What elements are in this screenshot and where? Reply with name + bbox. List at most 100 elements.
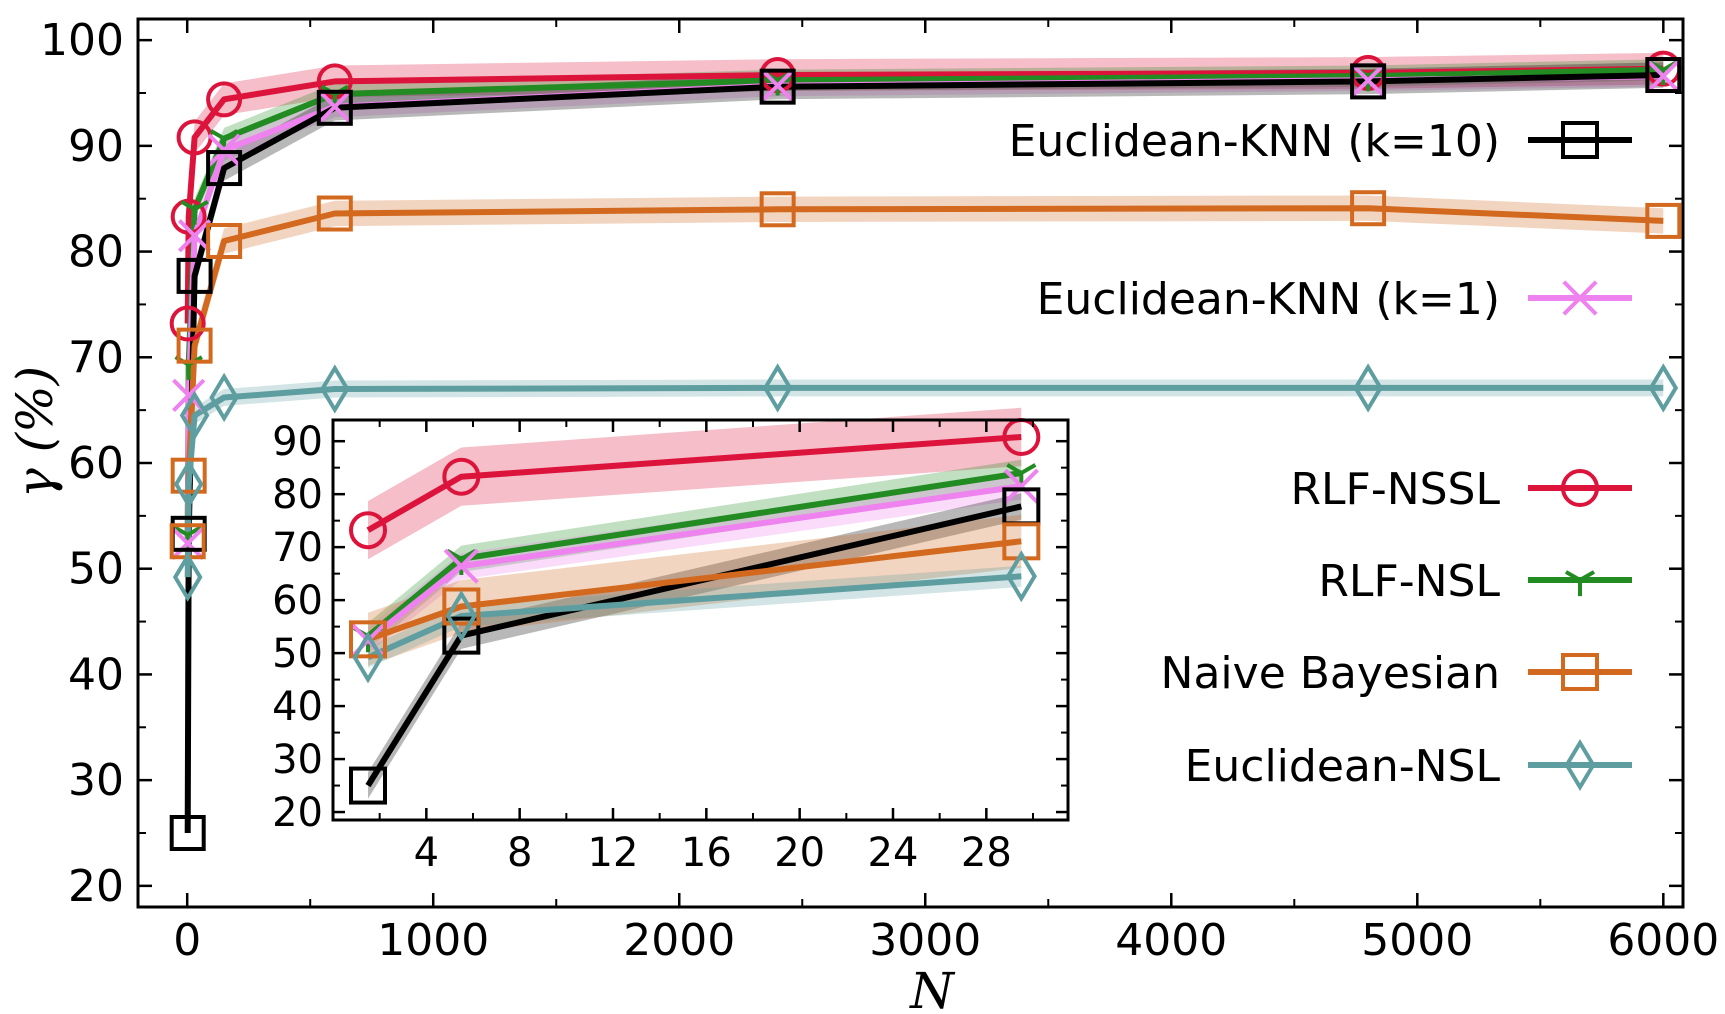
inset-line-euclidean-nsl <box>366 573 1022 661</box>
main-point-naive-bayesian <box>206 223 243 259</box>
main-y-tick-label: 70 <box>68 332 124 383</box>
main-point-rlf-nssl <box>206 81 243 118</box>
main-y-tick-label: 100 <box>40 15 124 66</box>
main-point-euclidean-knn-k-1 <box>171 526 205 560</box>
inset-x-tick-label: 20 <box>774 830 825 876</box>
inset-point-rlf-nssl <box>349 511 387 550</box>
main-point-rlf-nssl <box>170 198 207 235</box>
inset-point-euclidean-knn-k-10 <box>349 766 387 805</box>
main-point-euclidean-knn-k-10 <box>1350 63 1387 100</box>
main-x-tick-label: 6000 <box>1607 915 1719 966</box>
main-legend: Euclidean-KNN (k=10) Euclidean-KNN (k=1) R… <box>1009 116 1632 792</box>
main-point-euclidean-nsl <box>1353 363 1383 413</box>
main-y-tick-label: 30 <box>68 755 124 806</box>
main-point-naive-bayesian <box>316 195 353 232</box>
inset-point-euclidean-nsl <box>352 631 384 684</box>
main-point-euclidean-knn-k-10 <box>176 257 213 294</box>
main-point-euclidean-knn-k-10 <box>316 89 353 126</box>
main-point-euclidean-knn-k-10 <box>759 68 796 105</box>
legend-label-naive-bayesian: Naive Bayesian <box>1161 648 1500 699</box>
inset-line-naive-bayesian <box>367 538 1022 643</box>
main-y-tick-label: 90 <box>68 121 124 172</box>
x-axis-title: N <box>909 962 956 1014</box>
inset-y-tick-label: 80 <box>272 472 323 518</box>
main-line-rlf-nssl <box>184 65 1664 324</box>
main-point-euclidean-nsl <box>762 363 793 413</box>
inset-y-tick-label: 50 <box>272 631 323 677</box>
main-point-rlf-nssl <box>169 305 206 342</box>
main-point-euclidean-knn-k-1 <box>1646 59 1680 93</box>
legend-marker-naive-bayesian <box>1561 653 1599 691</box>
legend-marker-rlf-nssl <box>1561 469 1599 507</box>
inset-x-tick-label: 24 <box>868 830 919 876</box>
main-point-euclidean-nsl <box>173 459 204 509</box>
legend-marker-rlf-nsl <box>1564 570 1596 597</box>
main-axes: 0 1000 2000 3000 4000 5000 6000 20 30 40 50 60 70 80 9… <box>40 15 1719 966</box>
main-y-tick-label: 20 <box>68 861 124 912</box>
main-x-tick-label: 1000 <box>377 915 489 966</box>
inset-y-tick-label: 70 <box>272 525 323 571</box>
main-y-tick-label: 50 <box>68 544 124 595</box>
legend-label-rlf-nssl: RLF-NSSL <box>1290 464 1500 515</box>
inset-band-euclidean-nsl <box>368 565 1022 668</box>
inset-point-naive-bayesian <box>349 620 387 659</box>
main-point-euclidean-nsl <box>1648 363 1679 413</box>
main-point-euclidean-knn-k-10 <box>206 150 243 187</box>
inset-point-naive-bayesian <box>442 587 481 626</box>
main-point-euclidean-nsl <box>209 372 239 423</box>
inset-x-tick-label: 28 <box>961 830 1012 876</box>
inset-point-euclidean-knn-k-1 <box>1003 468 1039 504</box>
legend-label-euclidean-nsl: Euclidean-NSL <box>1185 741 1501 792</box>
inset-y-tick-label: 30 <box>272 737 323 783</box>
legend-marker-euclidean-knn-k-1 <box>1562 280 1598 316</box>
main-point-euclidean-nsl <box>172 552 203 602</box>
inset-x-tick-label: 8 <box>507 830 532 876</box>
inset-line-rlf-nssl <box>366 434 1022 533</box>
inset-point-naive-bayesian <box>1002 522 1041 561</box>
main-point-naive-bayesian <box>1350 190 1387 227</box>
main-x-tick-label: 2000 <box>623 915 735 966</box>
main-point-naive-bayesian <box>1645 202 1682 239</box>
inset-frame <box>331 418 1070 822</box>
main-point-euclidean-knn-k-1 <box>318 90 352 124</box>
legend-marker-euclidean-nsl <box>1564 739 1596 791</box>
main-x-tick-label: 4000 <box>1115 915 1227 966</box>
inset-point-euclidean-knn-k-10 <box>442 616 481 655</box>
main-point-euclidean-knn-k-1 <box>1351 63 1385 97</box>
legend-label-rlf-nsl: RLF-NSL <box>1318 556 1500 607</box>
inset-y-tick-label: 90 <box>272 419 323 465</box>
main-band-euclidean-knn-k-1 <box>187 65 1664 554</box>
inset-point-rlf-nssl <box>442 457 481 496</box>
inset-point-euclidean-knn-k-1 <box>443 548 479 584</box>
y-axis-title: γ (%) <box>6 366 64 498</box>
main-x-tick-label: 0 <box>173 915 201 966</box>
main-x-tick-label: 3000 <box>869 915 981 966</box>
inset-point-euclidean-nsl <box>1005 550 1037 603</box>
inset-point-euclidean-nsl <box>445 590 477 643</box>
main-y-tick-label: 60 <box>68 438 124 489</box>
main-point-naive-bayesian <box>759 191 796 228</box>
main-point-euclidean-knn-k-10 <box>1645 57 1682 94</box>
legend-label-euclidean-knn-k-10: Euclidean-KNN (k=10) <box>1009 116 1500 167</box>
main-point-euclidean-knn-k-10 <box>169 815 206 851</box>
inset-y-tick-label: 60 <box>272 578 323 624</box>
inset-y-tick-label: 20 <box>272 790 323 836</box>
inset-x-tick-label: 12 <box>588 830 639 876</box>
main-point-rlf-nsl <box>180 199 209 225</box>
main-point-naive-bayesian <box>176 327 213 364</box>
legend-label-euclidean-knn-k-1: Euclidean-KNN (k=1) <box>1037 274 1500 325</box>
main-x-tick-label: 5000 <box>1361 915 1473 966</box>
inset-x-tick-label: 16 <box>681 830 732 876</box>
main-y-tick-label: 80 <box>68 227 124 278</box>
inset-x-tick-label: 4 <box>414 830 439 876</box>
main-point-euclidean-nsl <box>320 364 350 414</box>
inset-band-naive-bayesian <box>368 514 1022 666</box>
main-y-tick-label: 40 <box>68 649 124 700</box>
inset-y-tick-label: 40 <box>272 684 323 730</box>
inset-band-euclidean-knn-k-1 <box>368 473 1022 654</box>
main-line-euclidean-nsl <box>184 384 1664 578</box>
main-point-euclidean-knn-k-1 <box>761 68 795 103</box>
main-point-euclidean-knn-k-1 <box>177 219 212 253</box>
legend-marker-euclidean-knn-k-10 <box>1561 121 1599 159</box>
